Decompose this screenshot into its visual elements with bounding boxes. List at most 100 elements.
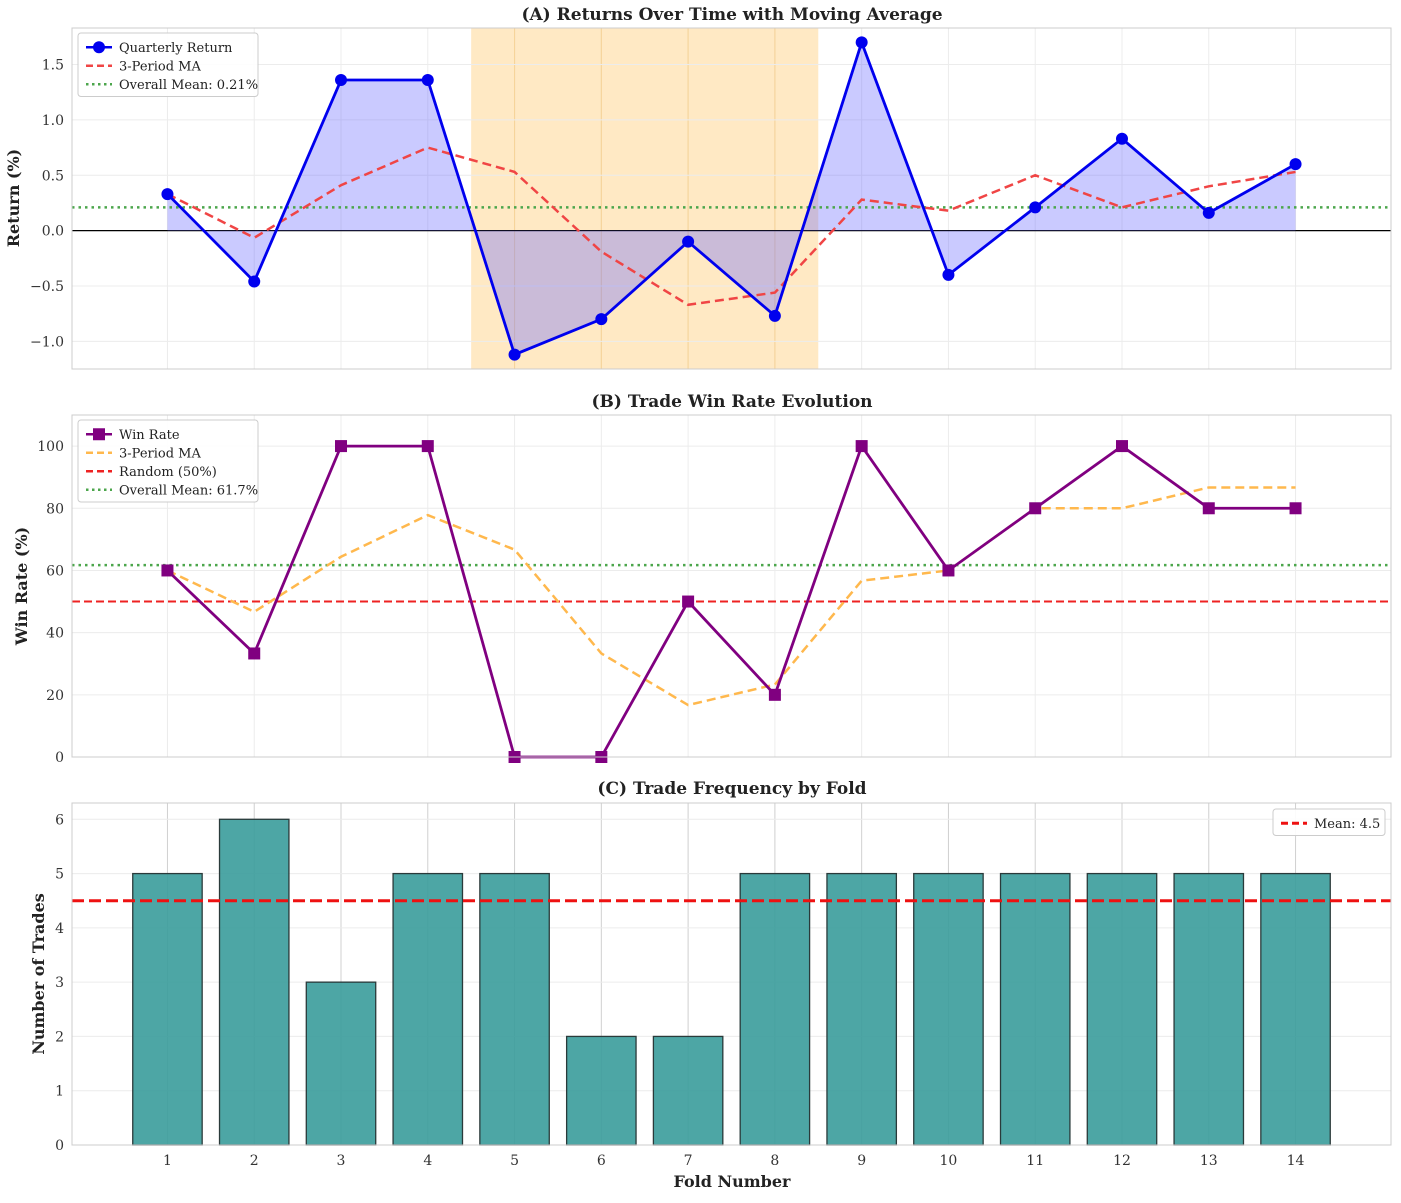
bar-10 [913,872,984,1146]
panel-c-xlabel: Fold Number [674,1172,792,1191]
legend-label-b-2: Random (50%) [119,465,217,480]
panel-c-ylabel: Number of Trades [29,893,48,1055]
frame-a [71,27,1392,370]
point-b-7 [682,595,695,608]
ytick-label-a-2: 0.0 [42,224,64,240]
point-a-5 [508,348,521,361]
xtick-label-11: 11 [1026,1153,1044,1169]
ytick-label-b-2: 40 [46,626,64,642]
legend-label-a-1: 3-Period MA [119,59,201,74]
xtick-label-6: 6 [597,1153,606,1169]
legend-marker-a-0 [93,41,105,54]
xtick-label-14: 14 [1287,1153,1305,1169]
legend-label-c-0: Mean: 4.5 [1314,817,1380,832]
shaded-region-a [471,28,819,369]
legend-label-b-1: 3-Period MA [119,446,201,461]
bar-6 [565,1035,637,1146]
bar-9 [826,872,898,1146]
point-a-8 [768,309,781,322]
xtick-label-7: 7 [684,1153,693,1169]
point-b-2 [248,647,261,660]
bar-8 [739,872,811,1146]
legend-box-b [77,419,259,503]
point-b-8 [768,688,781,701]
ytick-label-c-6: 6 [55,812,64,828]
ytick-label-b-3: 60 [46,563,64,579]
panel-a-ylabel: Return (%) [4,149,23,247]
bar-5 [479,872,550,1146]
panel-b-winrate: (B) Trade Win Rate Evolution Win Rate (%… [12,392,1392,766]
bar-3 [305,981,377,1146]
point-b-9 [855,440,868,453]
legend-marker-b-0 [93,428,105,441]
return-area-fill [167,42,1296,355]
legend-label-b-0: Win Rate [119,428,180,443]
ytick-label-a-0: −1.0 [30,334,64,350]
point-a-11 [1029,201,1042,214]
xtick-label-3: 3 [337,1153,346,1169]
xtick-label-4: 4 [423,1153,432,1169]
bar-7 [652,1035,724,1146]
point-a-6 [595,313,608,326]
ytick-label-a-4: 1.0 [42,113,64,129]
xtick-label-8: 8 [770,1153,779,1169]
point-a-3 [335,74,348,87]
xtick-label-10: 10 [940,1153,958,1169]
legend-b: Win Rate 3-Period MA Random (50%) Overall M… [77,419,259,503]
bar-13 [1173,872,1245,1146]
point-b-13 [1202,502,1215,515]
point-b-10 [942,564,955,577]
panel-c-title: (C) Trade Frequency by Fold [597,779,866,799]
point-a-7 [682,235,695,248]
point-b-14 [1289,502,1302,515]
frame-c [71,802,1392,1146]
legend-label-a-2: Overall Mean: 0.21% [119,78,258,93]
point-a-4 [421,74,434,87]
point-a-13 [1202,206,1215,219]
point-b-4 [421,440,434,453]
point-a-14 [1289,158,1302,171]
point-b-3 [335,440,348,453]
ytick-label-b-1: 20 [46,688,64,704]
xtick-label-5: 5 [510,1153,519,1169]
ytick-label-b-5: 100 [37,439,64,455]
plot-area-b [72,415,1391,757]
legend-box-a [77,32,259,97]
ytick-label-a-3: 0.5 [42,168,64,184]
panel-a-returns: (A) Returns Over Time with Moving Averag… [4,5,1392,370]
ytick-label-b-4: 80 [46,501,64,517]
point-a-10 [942,268,955,281]
ytick-label-c-1: 1 [55,1084,64,1100]
ma-line-b [166,486,1296,707]
bar-11 [999,872,1071,1146]
ytick-label-c-0: 0 [55,1138,64,1154]
point-a-2 [248,275,261,288]
panel-b-title: (B) Trade Win Rate Evolution [591,392,872,412]
point-b-1 [161,564,174,577]
point-b-11 [1029,502,1042,515]
plot-area-c [72,803,1391,1145]
xtick-label-13: 13 [1200,1153,1218,1169]
xtick-label-1: 1 [163,1153,172,1169]
series-line-a [166,38,1297,357]
point-a-12 [1115,132,1128,145]
ytick-label-c-5: 5 [55,867,64,883]
panel-c-frequency: (C) Trade Frequency by Fold Number of Tr… [29,779,1392,1191]
series-line-b [166,443,1296,759]
ytick-label-a-1: −0.5 [30,279,64,295]
xtick-label-2: 2 [250,1153,259,1169]
point-b-12 [1115,440,1128,453]
xtick-label-12: 12 [1113,1153,1131,1169]
legend-c: Mean: 4.5 [1272,808,1386,836]
bar-14 [1260,872,1331,1146]
legend-box-c [1272,808,1386,836]
point-a-1 [161,188,174,201]
ytick-label-a-5: 1.5 [42,58,64,74]
ytick-label-c-3: 3 [55,975,64,991]
xtick-label-9: 9 [857,1153,866,1169]
legend-a: Quarterly Return 3-Period MA Overall Mean:… [77,32,259,97]
bar-4 [392,872,464,1146]
bar-12 [1086,872,1158,1146]
point-a-9 [855,36,868,49]
